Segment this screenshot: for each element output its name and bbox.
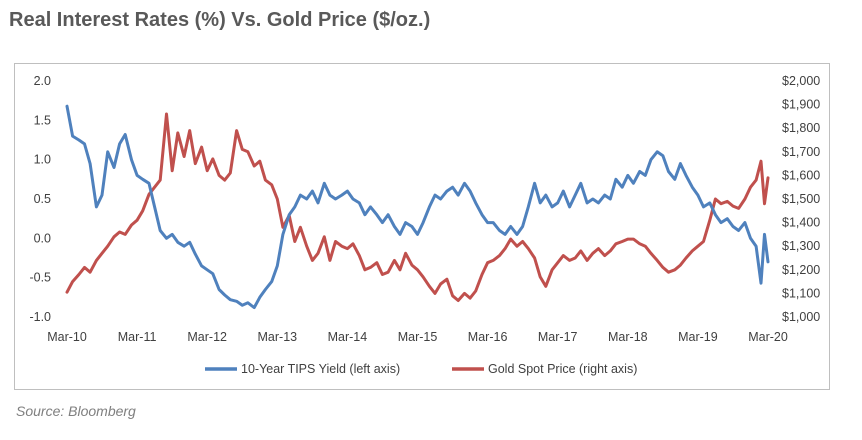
right-axis-tick-label: $1,000 <box>782 310 820 324</box>
source-note: Source: Bloomberg <box>16 403 136 419</box>
right-axis-tick-label: $1,700 <box>782 145 820 159</box>
x-axis-tick-label: Mar-12 <box>187 330 227 344</box>
left-axis-tick-label: 2.0 <box>34 74 51 88</box>
x-axis-tick-label: Mar-18 <box>608 330 648 344</box>
right-axis-tick-label: $1,100 <box>782 286 820 300</box>
x-axis-tick-label: Mar-16 <box>468 330 508 344</box>
right-axis-tick-label: $1,900 <box>782 98 820 112</box>
x-axis-tick-label: Mar-15 <box>398 330 438 344</box>
series-line-gold-price <box>65 112 770 302</box>
left-axis-tick-label: 0.5 <box>34 192 51 206</box>
left-axis-tick-label: 1.0 <box>34 153 51 167</box>
x-axis-tick-label: Mar-19 <box>678 330 718 344</box>
right-axis-tick-label: $1,800 <box>782 121 820 135</box>
right-axis-tick-label: $1,500 <box>782 192 820 206</box>
x-axis-tick-label: Mar-20 <box>748 330 788 344</box>
legend-label-gold: Gold Spot Price (right axis) <box>488 362 637 376</box>
legend-label-tips: 10-Year TIPS Yield (left axis) <box>241 362 400 376</box>
left-axis-tick-label: 1.5 <box>34 113 51 127</box>
right-axis-tick-label: $1,600 <box>782 168 820 182</box>
left-axis-tick-label: -1.0 <box>29 310 51 324</box>
series-line-tips-yield <box>65 104 770 310</box>
x-axis-tick-label: Mar-17 <box>538 330 578 344</box>
x-axis-tick-label: Mar-10 <box>47 330 87 344</box>
x-axis-tick-label: Mar-14 <box>328 330 368 344</box>
left-axis-tick-label: -0.5 <box>29 271 51 285</box>
chart-frame <box>14 63 830 390</box>
right-axis-tick-label: $1,400 <box>782 216 820 230</box>
x-axis-tick-label: Mar-11 <box>118 330 157 344</box>
right-axis-tick-label: $2,000 <box>782 74 820 88</box>
x-axis-tick-label: Mar-13 <box>258 330 298 344</box>
page-title: Real Interest Rates (%) Vs. Gold Price (… <box>9 9 431 31</box>
right-axis-tick-label: $1,200 <box>782 263 820 277</box>
left-axis-tick-label: 0.0 <box>34 231 51 245</box>
right-axis-tick-label: $1,300 <box>782 239 820 253</box>
